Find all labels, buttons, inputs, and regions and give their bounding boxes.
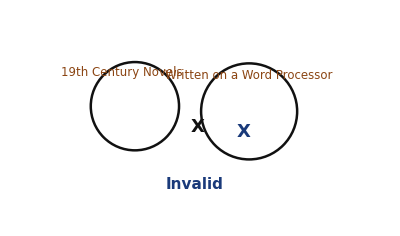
Text: Written on a Word Processor: Written on a Word Processor bbox=[165, 68, 333, 82]
Text: Invalid: Invalid bbox=[166, 177, 224, 192]
Text: X: X bbox=[237, 123, 251, 141]
Text: X: X bbox=[190, 118, 204, 136]
Text: 19th Century Novels: 19th Century Novels bbox=[61, 66, 183, 79]
